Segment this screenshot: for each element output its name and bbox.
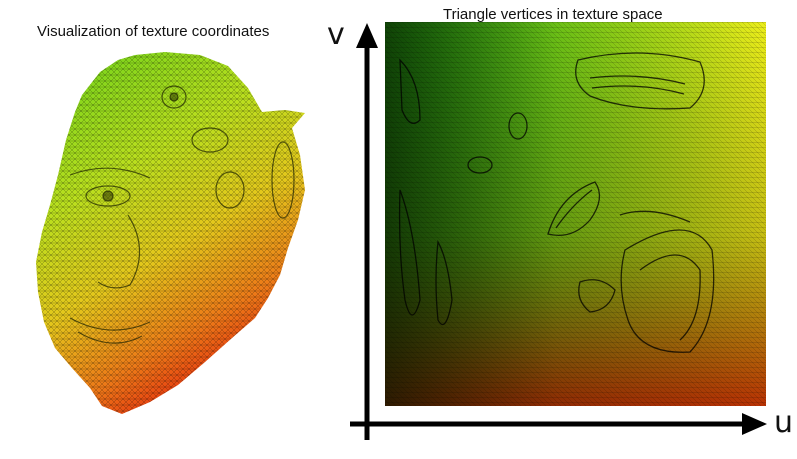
textured-head-model <box>36 52 305 414</box>
texture-island-center <box>547 181 601 237</box>
texture-island-top-right <box>575 52 705 110</box>
head-mouth <box>69 317 151 344</box>
left-panel-caption: Visualization of texture coordinates <box>37 23 270 40</box>
head-forehead-bump <box>191 127 229 153</box>
texture-eye-island-a <box>508 112 528 140</box>
uv-axes <box>350 23 767 440</box>
head-eye-left-pupil <box>102 190 114 202</box>
texture-island-bottom-mid <box>578 279 616 313</box>
head-eye-upper <box>161 85 187 109</box>
v-axis-arrowhead <box>356 23 378 48</box>
right-panel-caption: Triangle vertices in texture space <box>443 6 663 23</box>
v-axis-label: v <box>327 17 345 52</box>
head-cheek-bump <box>215 171 245 209</box>
texture-mesh-overlay <box>385 22 766 406</box>
texture-island-left-tall <box>398 189 421 316</box>
u-axis-arrowhead <box>742 413 767 435</box>
head-nose <box>97 214 141 289</box>
head-eye-left <box>85 185 131 207</box>
texture-island-right <box>620 229 715 353</box>
texture-space-panel <box>385 22 766 406</box>
texture-eye-island-b <box>467 156 493 174</box>
texture-island-top-left <box>399 58 421 124</box>
head-ear <box>271 141 295 219</box>
head-eye-upper-pupil <box>169 92 179 102</box>
texture-island-left <box>435 239 453 326</box>
head-mesh-overlay <box>36 52 305 414</box>
head-brow <box>69 167 151 179</box>
u-axis-label: u <box>774 405 794 440</box>
